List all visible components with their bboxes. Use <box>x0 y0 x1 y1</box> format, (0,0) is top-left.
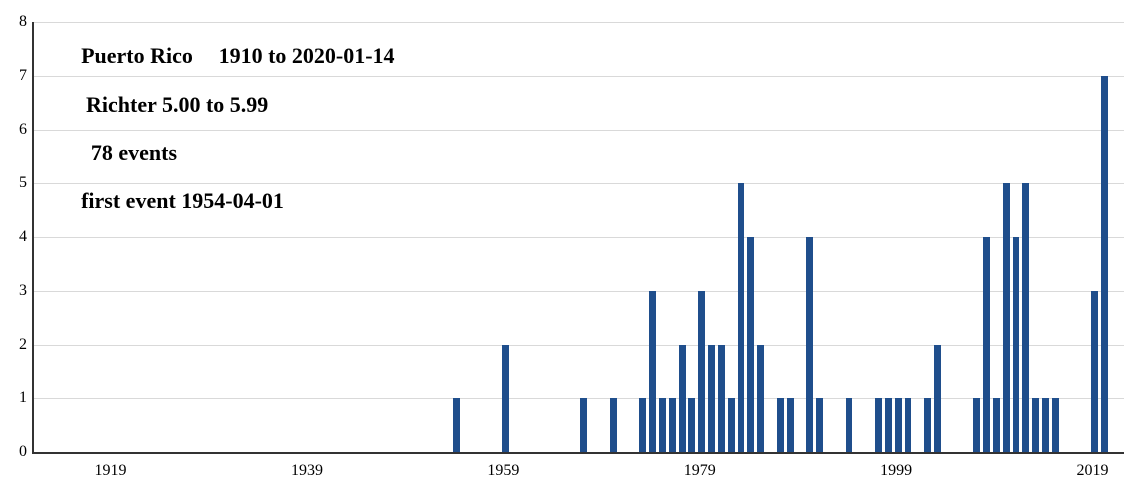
bar-2002 <box>924 398 931 452</box>
bar-2010 <box>1003 183 1010 452</box>
gridline <box>34 291 1124 292</box>
bar-1979 <box>698 291 705 452</box>
bar-2015 <box>1052 398 1059 452</box>
gridline <box>34 398 1124 399</box>
y-tick-label: 8 <box>0 13 27 31</box>
bar-1982 <box>728 398 735 452</box>
plot-area <box>32 22 1124 454</box>
bar-1983 <box>738 183 745 452</box>
y-tick-label: 5 <box>0 174 27 192</box>
bar-2012 <box>1022 183 1029 452</box>
bar-2003 <box>934 345 941 453</box>
bar-1967 <box>580 398 587 452</box>
x-tick-label: 2019 <box>1077 462 1109 480</box>
x-tick-label: 1939 <box>291 462 323 480</box>
x-tick-label: 1959 <box>487 462 519 480</box>
x-tick-label: 1999 <box>880 462 912 480</box>
bar-1998 <box>885 398 892 452</box>
bar-1970 <box>610 398 617 452</box>
bar-1985 <box>757 345 764 453</box>
annotation-a5: first event 1954-04-01 <box>81 188 284 214</box>
bar-1997 <box>875 398 882 452</box>
bar-2019 <box>1091 291 1098 452</box>
y-tick-label: 0 <box>0 443 27 461</box>
bar-1954 <box>453 398 460 452</box>
bar-2008 <box>983 237 990 452</box>
annotation-a1: Puerto Rico <box>81 43 193 69</box>
x-tick-label: 1979 <box>684 462 716 480</box>
y-tick-label: 4 <box>0 228 27 246</box>
y-tick-label: 2 <box>0 336 27 354</box>
gridline <box>34 76 1124 77</box>
annotation-a3: Richter 5.00 to 5.99 <box>86 92 268 118</box>
x-tick-label: 1919 <box>95 462 127 480</box>
bar-1987 <box>777 398 784 452</box>
bar-1977 <box>679 345 686 453</box>
bar-2013 <box>1032 398 1039 452</box>
bar-1984 <box>747 237 754 452</box>
bar-1990 <box>806 237 813 452</box>
bar-2000 <box>905 398 912 452</box>
gridline <box>34 237 1124 238</box>
bar-1994 <box>846 398 853 452</box>
annotation-a4: 78 events <box>91 140 177 166</box>
gridline <box>34 345 1124 346</box>
annotation-a2: 1910 to 2020-01-14 <box>219 43 395 69</box>
gridline <box>34 183 1124 184</box>
bar-1974 <box>649 291 656 452</box>
bar-2014 <box>1042 398 1049 452</box>
bar-1959 <box>502 345 509 453</box>
bar-1988 <box>787 398 794 452</box>
bar-2009 <box>993 398 1000 452</box>
bar-2020 <box>1101 76 1108 452</box>
bar-1975 <box>659 398 666 452</box>
bar-1976 <box>669 398 676 452</box>
y-tick-label: 7 <box>0 67 27 85</box>
earthquake-chart: 0 1 2 3 4 5 6 7 8 1919 1939 1959 1979 1999 2019 Puerto … <box>0 0 1138 502</box>
bar-1980 <box>708 345 715 453</box>
bar-1999 <box>895 398 902 452</box>
y-tick-label: 6 <box>0 121 27 139</box>
gridline <box>34 130 1124 131</box>
bar-2011 <box>1013 237 1020 452</box>
gridline <box>34 22 1124 23</box>
bar-1973 <box>639 398 646 452</box>
bar-1981 <box>718 345 725 453</box>
bar-1978 <box>688 398 695 452</box>
bar-2007 <box>973 398 980 452</box>
bar-1991 <box>816 398 823 452</box>
y-tick-label: 1 <box>0 389 27 407</box>
y-tick-label: 3 <box>0 282 27 300</box>
